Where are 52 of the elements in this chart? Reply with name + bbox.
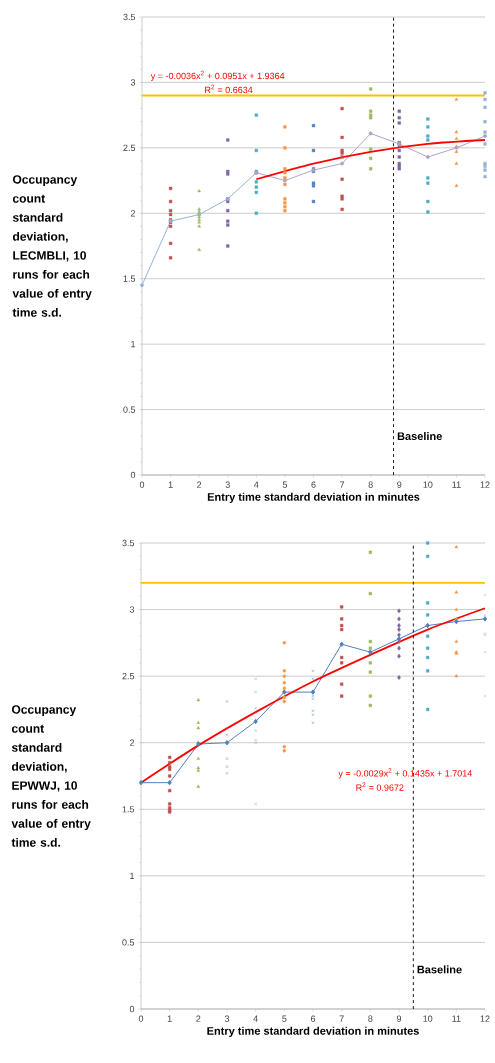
- x-axis-title: Entry time standard deviation in minutes: [207, 1026, 419, 1037]
- x-tick-label: 12: [480, 1015, 490, 1022]
- y-tick-label: 3.5: [123, 13, 136, 21]
- x-tick-label: 2: [196, 1015, 201, 1022]
- annotation: R$^{2}$ = 0.9672: [356, 782, 404, 791]
- x-tick-label: 9: [396, 1015, 402, 1022]
- x-tick-label: 0: [138, 1015, 144, 1022]
- y-axis-title: Occupancy count standard deviation, LECMBLI, 10 runs for each value of entry time s.d.: [12, 175, 92, 317]
- x-tick-label: 5: [282, 1015, 287, 1022]
- x-tick-label: 12: [480, 481, 490, 488]
- x-axis-title: Entry time standard deviation in minutes: [207, 492, 420, 503]
- x-tick-label: 1: [167, 1015, 172, 1022]
- x-tick-label: 1: [168, 481, 173, 488]
- annotation: y = -0.0029x$^{2}$ + 0.1435x + 1.7014: [338, 768, 472, 779]
- x-tick-label: 2: [197, 481, 202, 488]
- y-tick-label: 3.5: [122, 539, 135, 547]
- y-tick-label: 1: [131, 341, 136, 348]
- annotation: R$^{2}$ = 0.6634: [205, 84, 253, 94]
- y-tick-label: 3: [130, 79, 136, 86]
- x-tick-label: 8: [368, 1015, 373, 1022]
- y-tick-label: 2.5: [123, 144, 136, 152]
- y-tick-label: 0.5: [123, 406, 136, 413]
- x-tick-label: 7: [339, 1015, 344, 1022]
- x-tick-label: 4: [254, 481, 259, 488]
- y-tick-label: 0.5: [122, 939, 135, 946]
- y-tick-label: 2.5: [122, 672, 135, 680]
- y-tick-label: 0: [129, 1005, 135, 1013]
- y-tick-label: 1: [130, 872, 135, 879]
- x-tick-label: 11: [452, 1015, 461, 1022]
- y-tick-label: 3: [129, 606, 135, 613]
- x-tick-label: 4: [253, 1015, 258, 1022]
- x-tick-label: 11: [452, 481, 461, 488]
- x-tick-label: 10: [423, 1015, 433, 1022]
- ref-line-label: Baseline: [397, 432, 442, 441]
- x-tick-label: 0: [139, 481, 145, 488]
- y-axis-title: Occupancy count standard deviation, EPWWJ, 10 runs for each value of entry time s.d.: [11, 705, 91, 847]
- x-tick-label: 3: [225, 481, 230, 488]
- x-tick-label: 6: [311, 481, 316, 488]
- y-tick-label: 1.5: [123, 275, 136, 282]
- y-tick-label: 1.5: [122, 806, 135, 813]
- y-tick-label: 0: [130, 471, 136, 479]
- x-tick-label: 10: [423, 481, 433, 488]
- x-tick-label: 5: [282, 481, 288, 488]
- x-tick-label: 9: [397, 481, 402, 488]
- x-tick-label: 3: [224, 1015, 230, 1022]
- y-tick-label: 2: [129, 739, 135, 746]
- annotation: y = -0.0036x$^{2}$ + 0.0951x + 1.9364: [150, 70, 285, 81]
- x-tick-label: 6: [310, 1015, 316, 1022]
- ref-line-label: Baseline: [417, 965, 462, 974]
- x-tick-label: 8: [368, 481, 373, 488]
- y-tick-label: 2: [130, 210, 136, 217]
- x-tick-label: 7: [340, 481, 345, 488]
